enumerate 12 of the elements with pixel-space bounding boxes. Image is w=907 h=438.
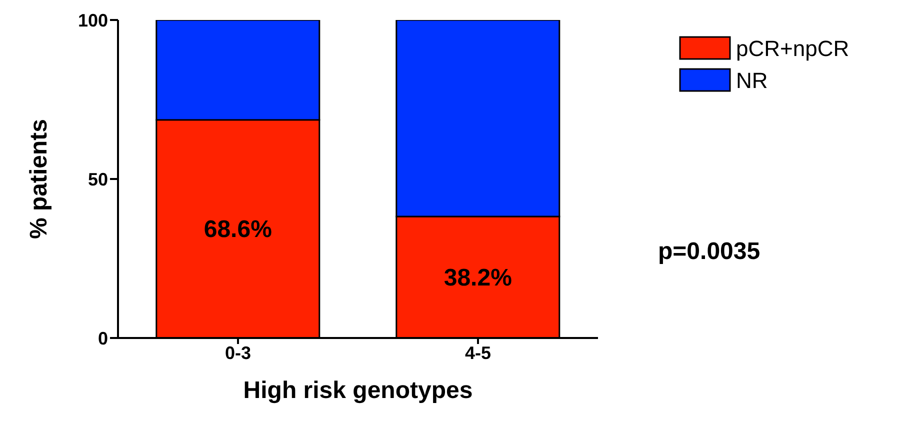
y-tick-label: 0 [98,328,108,348]
y-tick-label: 100 [78,10,108,30]
x-tick-label: 0-3 [224,342,252,363]
y-tick-label: 50 [88,169,108,190]
legend-label: pCR+npCR [736,36,850,61]
text: p=0.0035 [658,238,760,266]
x-axis-title: High risk genotypes [243,377,473,404]
x-tick-label: 4-5 [464,342,492,363]
data-label: 68.6% [204,216,272,243]
data-label: 38.2% [444,264,512,292]
legend-label: NR [736,68,768,93]
y-axis-title: % patients [26,118,53,240]
